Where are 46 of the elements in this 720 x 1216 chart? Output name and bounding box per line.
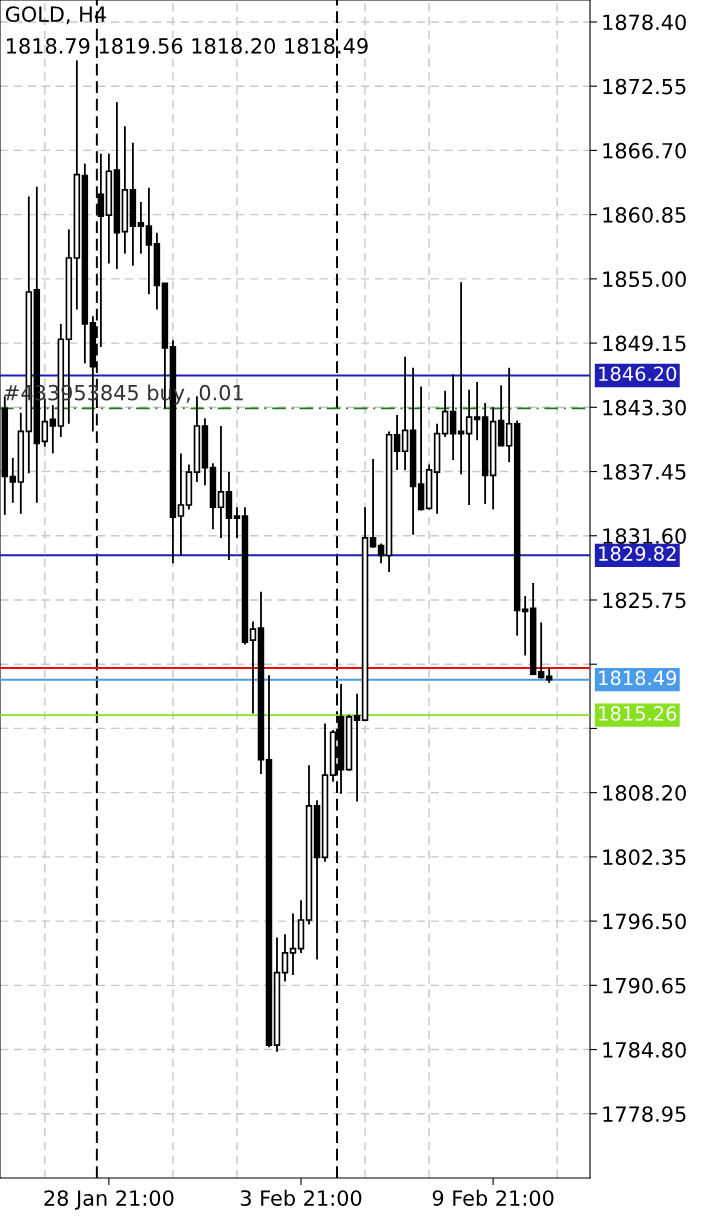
candlestick <box>473 381 481 442</box>
candlestick <box>249 620 257 715</box>
x-tick-label: 28 Jan 21:00 <box>44 1190 174 1210</box>
y-tick-label: 1872.55 <box>603 78 686 95</box>
candlestick <box>449 373 457 461</box>
ref-line-label: 1829.82 <box>599 546 676 561</box>
ref-line-label: 1846.20 <box>599 366 677 382</box>
y-tick-label: 1837.45 <box>603 463 686 480</box>
candlestick <box>353 692 361 803</box>
y-tick-label: 1866.70 <box>603 142 686 159</box>
y-tick-label: 1860.85 <box>603 207 686 223</box>
x-tick-label: 9 Feb 21:00 <box>432 1189 554 1206</box>
candlestick <box>465 388 473 506</box>
candlestick <box>369 457 377 549</box>
y-tick-label: 1778.95 <box>603 1106 686 1122</box>
y-tick-label: 1825.75 <box>603 592 686 609</box>
ref-line-label: 1815.26 <box>599 706 677 721</box>
x-tick-label: 3 Feb 21:00 <box>240 1189 362 1206</box>
y-tick-label: 1831.60 <box>603 528 686 544</box>
candlestick <box>177 452 185 557</box>
candlestick <box>505 366 513 464</box>
candlestick <box>233 506 241 539</box>
candlestick <box>537 621 545 680</box>
candlestick <box>289 912 297 976</box>
y-tick-label: 1796.50 <box>603 913 686 930</box>
y-tick-label: 1855.00 <box>603 271 686 288</box>
y-tick-label: 1843.30 <box>603 399 686 416</box>
y-tick-label: 1808.20 <box>603 785 686 801</box>
candlestick <box>377 542 385 565</box>
y-tick-label: 1802.35 <box>603 849 686 866</box>
ref-line-label: 1818.49 <box>599 670 677 686</box>
candlestick <box>441 389 449 438</box>
candlestick <box>49 404 57 455</box>
text: 1818.79 1819.56 1818.20 1818.49 <box>7 38 368 54</box>
candlestick <box>9 456 17 504</box>
candlestick <box>401 355 409 471</box>
y-tick-label: 1849.15 <box>603 335 686 352</box>
y-tick-label: 1878.40 <box>603 14 686 31</box>
candlestick <box>137 201 145 255</box>
candlestick <box>281 933 289 983</box>
y-tick-label: 1784.80 <box>603 1042 686 1058</box>
candlestick <box>521 595 529 657</box>
candlestick <box>145 186 153 296</box>
candlestick <box>217 425 225 539</box>
candlestick <box>393 414 401 471</box>
y-tick-label: 1790.65 <box>603 977 686 994</box>
